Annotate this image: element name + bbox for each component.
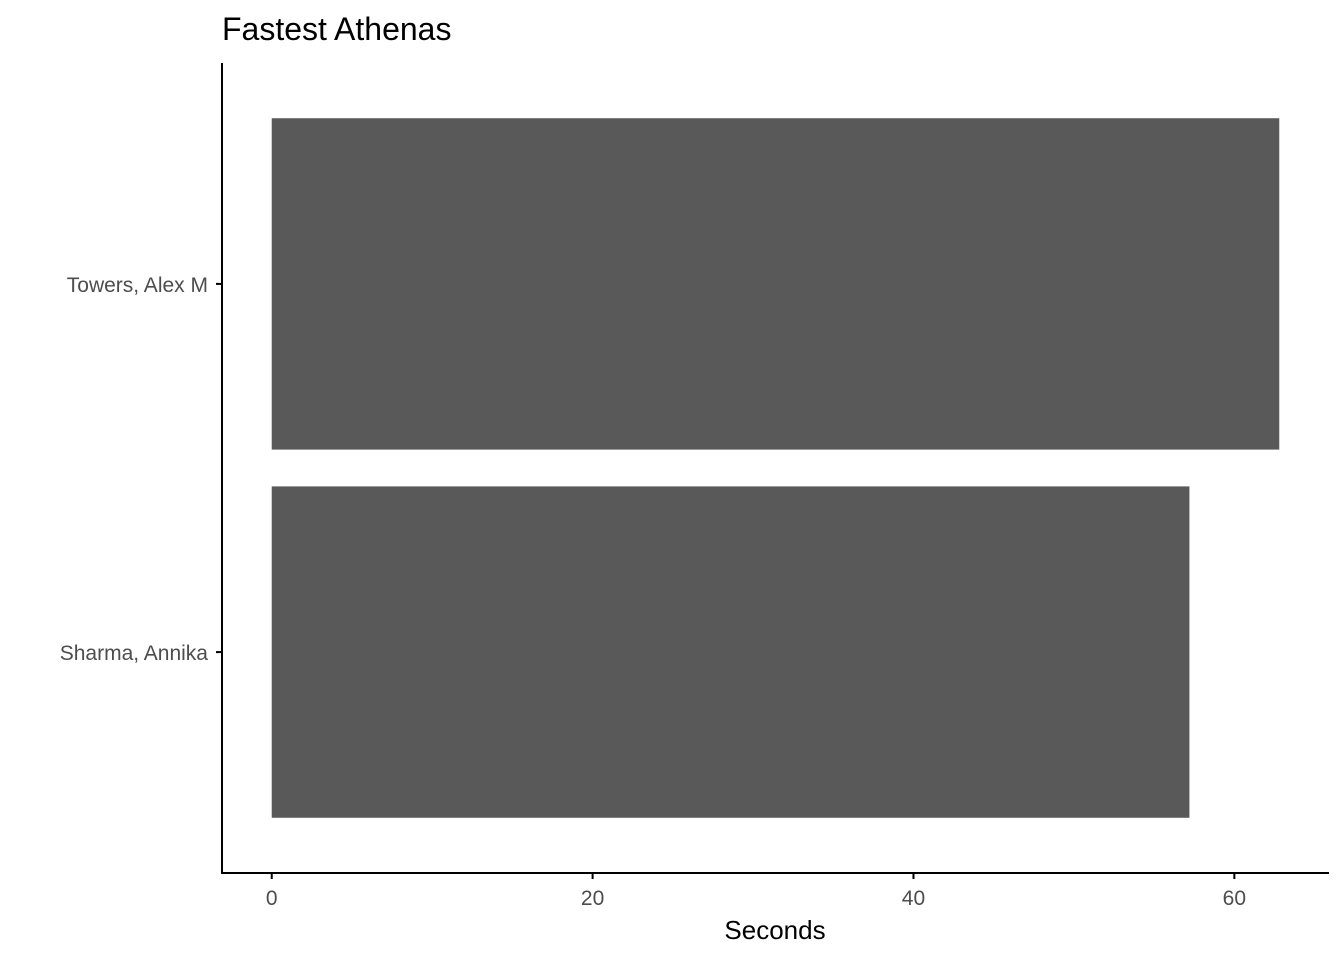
bar-towers-alex-m [271,118,1280,450]
y-tick-label: Towers, Alex M [67,274,208,297]
bars-layer [271,118,1280,818]
bar-sharma-annika [271,486,1190,818]
y-tick-label: Sharma, Annika [60,642,209,665]
y-ticks-layer: Sharma, Annika Towers, Alex M [60,274,222,665]
x-ticks-layer: 0 20 40 60 [266,873,1246,910]
chart-title: Fastest Athenas [222,11,451,47]
x-axis-title: Seconds [724,915,825,945]
x-tick-label: 60 [1223,887,1246,910]
x-tick-label: 40 [902,887,925,910]
x-tick-label: 0 [266,887,278,910]
x-tick-label: 20 [581,887,604,910]
